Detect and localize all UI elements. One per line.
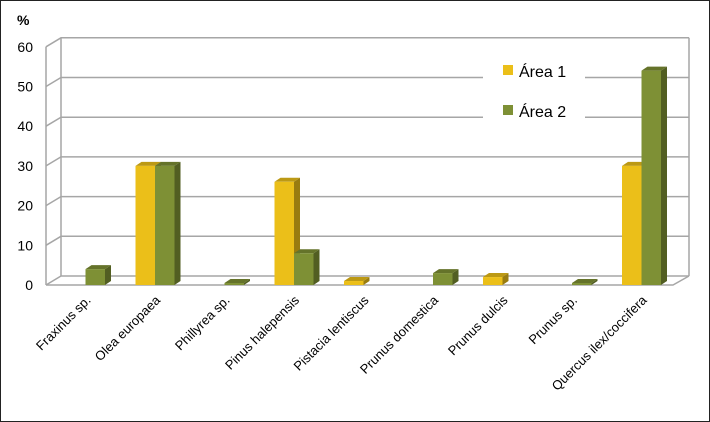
bar-top: [572, 279, 598, 284]
bar-top: [85, 265, 111, 270]
bar-front: [641, 70, 661, 286]
legend: Área 1 Área 2: [483, 57, 585, 145]
x-tick-labels: Fraxinus sp.Olea europaea Phillyrea sp.Pi…: [33, 292, 650, 394]
bars: [85, 66, 667, 286]
bar-front: [135, 165, 155, 285]
x-tick-label: Fraxinus sp.: [33, 293, 94, 354]
bar: [85, 265, 111, 285]
x-tick-label: Prunus sp.: [526, 293, 581, 348]
bar: [344, 277, 370, 285]
bar-side: [313, 249, 320, 285]
bar-top: [641, 66, 667, 71]
bar-top: [274, 177, 300, 182]
y-tick-label: 0: [25, 277, 33, 293]
bar-side: [105, 265, 111, 285]
bar-top: [433, 269, 459, 274]
bar-side: [174, 161, 181, 285]
bar-top: [294, 249, 320, 254]
gridline: [45, 195, 689, 207]
bar-top: [155, 161, 181, 166]
bar: [483, 273, 509, 285]
bar-side: [661, 66, 667, 286]
bar-top: [224, 279, 250, 284]
bar: [433, 269, 459, 285]
bar-front: [483, 277, 503, 285]
bar-front: [294, 253, 314, 285]
y-tick-label: 30: [17, 158, 33, 174]
legend-label: Área 1: [519, 62, 566, 81]
bar-front: [572, 283, 592, 285]
bar-front: [85, 269, 105, 285]
bar-front: [224, 283, 244, 285]
x-tick-label: Pinus halepensis: [222, 292, 302, 372]
bar-side: [363, 277, 370, 285]
y-tick-label: 40: [17, 118, 33, 134]
y-axis-label: %: [17, 12, 30, 28]
legend-swatch: [503, 105, 513, 115]
bar-top: [483, 273, 509, 278]
bar-side: [452, 269, 459, 285]
legend-swatch: [503, 65, 513, 75]
x-tick-label: Prunus dulcis: [445, 292, 511, 358]
gridline: [45, 235, 689, 246]
bar-front: [274, 181, 294, 285]
bar: [155, 161, 181, 285]
bar-front: [433, 273, 453, 285]
legend-background: [483, 57, 585, 145]
x-tick-label: Olea europaea: [92, 292, 164, 364]
bar-front: [622, 165, 642, 285]
y-tick-label: 60: [17, 39, 33, 55]
gridline: [45, 275, 689, 286]
bar-top: [135, 161, 161, 166]
y-tick-label: 50: [17, 79, 33, 95]
gridline: [45, 37, 689, 48]
x-tick-label: Phillyrea sp.: [172, 293, 233, 354]
gridlines: [45, 37, 690, 286]
x-tick-label: Pistacia lentiscus: [291, 292, 372, 373]
y-tick-labels: 0 10 20 30 40 50 60: [17, 39, 33, 293]
bar: [572, 279, 598, 285]
bar-top: [344, 277, 370, 282]
bar-side: [502, 273, 509, 285]
y-tick-label: 20: [17, 198, 33, 214]
bar-front: [344, 281, 364, 285]
gridline: [45, 116, 689, 127]
bar-side: [244, 279, 250, 285]
legend-label: Área 2: [519, 102, 566, 121]
gridline: [45, 156, 689, 167]
bar: [641, 66, 667, 286]
y-tick-label: 10: [17, 237, 33, 253]
gridline: [45, 76, 689, 88]
floor-edge: [46, 275, 690, 286]
bar-front: [155, 165, 175, 285]
bar-top: [622, 161, 648, 166]
bar-side: [591, 279, 598, 285]
bar: [294, 249, 320, 285]
bar: [224, 279, 250, 285]
